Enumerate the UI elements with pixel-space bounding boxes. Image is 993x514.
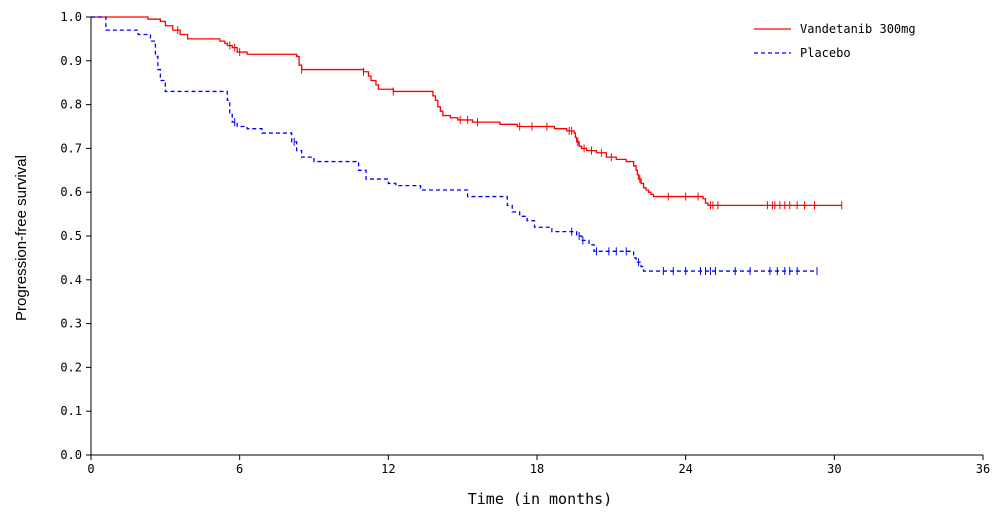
y-tick-label: 0.9 [60,54,82,68]
legend-label-placebo: Placebo [800,46,851,60]
y-tick-label: 0.7 [60,141,82,155]
y-tick-label: 0.1 [60,404,82,418]
y-tick-label: 0.2 [60,360,82,374]
x-axis-title: Time (in months) [468,490,613,508]
y-tick-label: 0.5 [60,229,82,243]
y-tick-label: 0.0 [60,448,82,462]
series-line-vandetanib-300mg [91,16,842,206]
y-tick-label: 0.6 [60,185,82,199]
x-tick-label: 24 [678,462,692,476]
y-tick-label: 0.4 [60,273,82,287]
series-line-placebo [91,16,817,272]
legend-label-vandetanib-300mg: Vandetanib 300mg [800,22,916,36]
x-tick-label: 18 [530,462,544,476]
legend: Vandetanib 300mg Placebo [754,22,916,60]
x-tick-label: 12 [381,462,395,476]
x-tick-label: 0 [87,462,94,476]
x-tick-label: 30 [827,462,841,476]
y-axis-title: Progression-free survival [13,155,30,321]
y-tick-label: 1.0 [60,10,82,24]
axes: 0 6 12 18 24 30 36 0.0 0.1 0.2 0.3 0.4 0.5 0.6 0.7 0.8 0… [60,10,990,476]
series-layer [91,16,843,276]
y-tick-label: 0.8 [60,98,82,112]
y-tick-label: 0.3 [60,317,82,331]
x-tick-label: 36 [976,462,990,476]
x-tick-label: 6 [236,462,243,476]
